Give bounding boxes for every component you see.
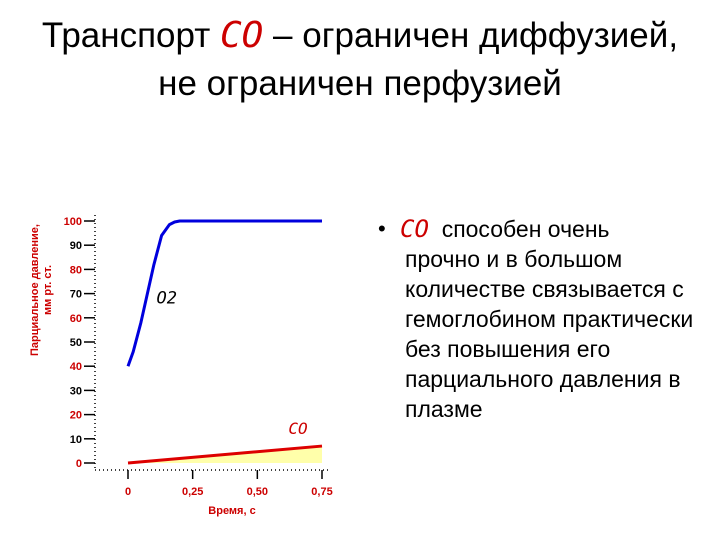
bullet-text-first: способен очень [441, 216, 610, 242]
y-axis-label: Парциальное давление, мм рт. ст. [29, 224, 54, 356]
title-co: CO [219, 15, 264, 56]
o2-series-line [126, 219, 322, 367]
y-tick-label: 30 [70, 385, 82, 397]
co-series-line [127, 444, 323, 465]
x-ticks: 0 0,25 0,50 0,75 [125, 470, 333, 498]
bullet-co: CO [400, 215, 429, 243]
x-tick-label: 0 [125, 486, 131, 498]
bullet-point: • CO способен очень прочно и в большом к… [378, 214, 708, 424]
y-tick-label: 70 [70, 289, 82, 301]
title-text-rest: – ограничен диффузией, не ограничен перф… [158, 16, 679, 103]
bullet-body: CO способен очень прочно и в большом кол… [400, 214, 708, 424]
y-tick-label: 100 [64, 216, 82, 228]
y-tick-label: 0 [76, 458, 82, 470]
x-tick-label: 0,75 [311, 486, 332, 498]
y-tick-label: 50 [70, 337, 82, 349]
bullet-dot: • [378, 216, 386, 241]
y-axis-label-line2: мм рт. ст. [42, 265, 54, 315]
x-tick-label: 0,25 [182, 486, 203, 498]
y-tick-label: 60 [70, 313, 82, 325]
y-tick-label: 10 [70, 434, 82, 446]
y-axis-label-line1: Парциальное давление, [29, 224, 41, 356]
co-series-label: CO [288, 419, 307, 438]
bullet-text-rest: прочно и в большом количестве связываетс… [405, 246, 694, 422]
bullet-first-line: CO способен очень [400, 214, 708, 244]
y-tick-label: 80 [70, 264, 82, 276]
partial-pressure-chart: Парциальное давление, мм рт. ст. 1009080… [29, 215, 333, 517]
x-tick-label: 0,50 [247, 486, 268, 498]
y-tick-label: 40 [70, 361, 82, 373]
y-tick-label: 20 [70, 410, 82, 422]
slide-title: Транспорт CO – ограничен диффузией, не о… [40, 12, 680, 108]
x-axis-label: Время, с [208, 505, 255, 517]
title-text: Транспорт [41, 16, 220, 55]
o2-series-label: O2 [156, 288, 176, 308]
y-tick-label: 90 [70, 240, 82, 252]
